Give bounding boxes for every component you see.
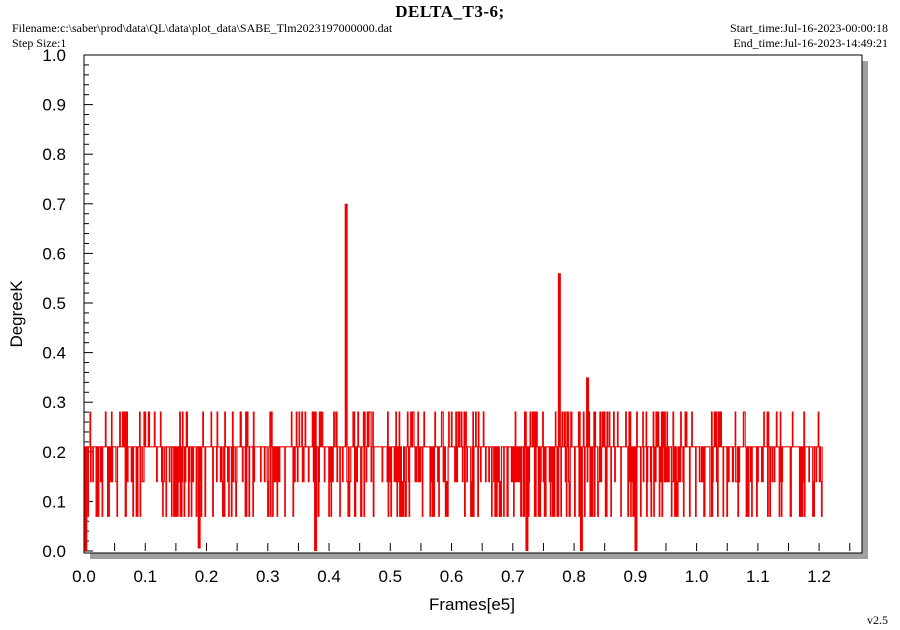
end-time-label: End_time:Jul-16-2023-14:49:21 <box>733 36 888 50</box>
x-tick-label: 1.0 <box>685 567 709 586</box>
x-axis-title: Frames[e5] <box>429 595 515 614</box>
filename-label: Filename:c:\saber\prod\data\QL\data\plot… <box>12 21 393 35</box>
x-tick-label: 0.5 <box>378 567 402 586</box>
data-series <box>84 203 823 551</box>
x-tick-label: 1.1 <box>746 567 770 586</box>
series-line <box>84 411 823 517</box>
y-axis-title: DegreeK <box>7 280 26 348</box>
x-tick-label: 0.7 <box>501 567 525 586</box>
chart-title: DELTA_T3-6; <box>395 2 505 21</box>
y-tick-label: 0.3 <box>42 393 66 412</box>
version-label: v2.5 <box>867 613 888 627</box>
y-tick-label: 0.5 <box>42 294 66 313</box>
x-axis-ticks <box>83 543 851 551</box>
start-time-label: Start_time:Jul-16-2023-00:00:18 <box>730 21 888 35</box>
x-tick-label: 0.8 <box>562 567 586 586</box>
x-tick-label: 0.2 <box>195 567 219 586</box>
y-tick-label: 0.9 <box>42 96 66 115</box>
x-tick-label: 1.2 <box>807 567 831 586</box>
x-tick-label: 0.0 <box>72 567 96 586</box>
x-axis-tick-labels: 0.0 0.1 0.2 0.3 0.4 0.5 0.6 0.7 0.8 0.9 1.0 1.1 1.2 <box>72 567 831 586</box>
y-tick-label: 0.6 <box>42 244 66 263</box>
y-tick-label: 0.8 <box>42 145 66 164</box>
y-axis-tick-labels: 0.0 0.1 0.2 0.3 0.4 0.5 0.6 0.7 0.8 0.9 1.0 <box>42 46 66 561</box>
x-tick-label: 0.9 <box>624 567 648 586</box>
y-tick-label: 0.7 <box>42 195 66 214</box>
x-tick-label: 0.6 <box>440 567 464 586</box>
y-tick-label: 0.0 <box>42 542 66 561</box>
y-tick-label: 1.0 <box>42 46 66 65</box>
x-tick-label: 0.4 <box>317 567 341 586</box>
y-tick-label: 0.1 <box>42 492 66 511</box>
y-tick-label: 0.4 <box>42 344 66 363</box>
step-size-label: Step Size:1 <box>12 36 67 50</box>
x-tick-label: 0.3 <box>256 567 280 586</box>
y-tick-label: 0.2 <box>42 443 66 462</box>
x-tick-label: 0.1 <box>133 567 157 586</box>
